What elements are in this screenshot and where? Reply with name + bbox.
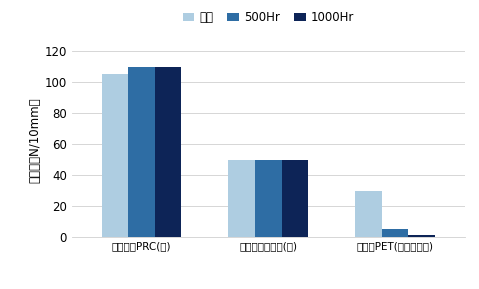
Bar (408, 235, 435, 237)
Bar (228, 160, 255, 237)
Bar (382, 229, 408, 237)
Bar (282, 160, 308, 237)
Bar (355, 190, 382, 237)
Legend: 初期, 500Hr, 1000Hr: 初期, 500Hr, 1000Hr (178, 7, 359, 29)
Bar (102, 74, 128, 237)
Y-axis label: 接着力（N/10mm）: 接着力（N/10mm） (29, 97, 42, 183)
Bar (128, 66, 155, 237)
Bar (255, 160, 282, 237)
Bar (155, 66, 182, 237)
